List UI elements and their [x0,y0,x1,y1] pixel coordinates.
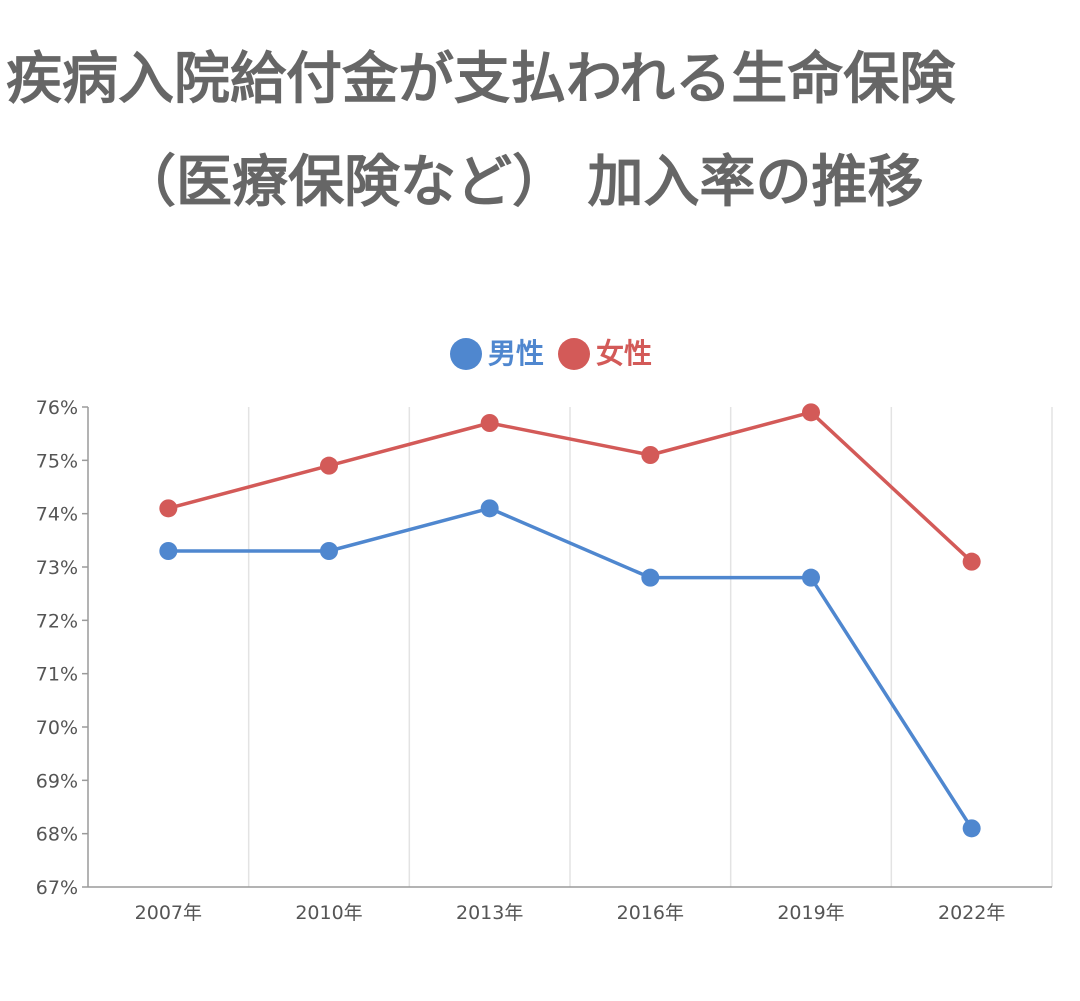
data-point-female [641,446,660,464]
legend-label-female: 女性 [596,337,653,370]
data-point-male [802,568,820,587]
x-tick-label: 2010年 [295,902,362,924]
legend-marker-male [450,338,482,370]
chart-title-line1: 疾病入院給付金が支払われる生命保険 [6,47,956,112]
data-point-female [159,499,178,518]
series-line-female [167,410,973,563]
x-tick-label: 2007年 [135,902,202,924]
y-tick-label: 71% [36,664,78,686]
legend-marker-female [558,338,591,370]
y-tick-label: 69% [36,770,78,792]
legend: 男性 女性 [450,338,652,370]
y-tick-label: 74% [36,504,78,526]
data-point-male [641,568,660,587]
y-tick-label: 72% [36,610,78,632]
y-tick-label: 68% [36,824,78,846]
data-point-male [962,819,981,838]
chart-title-line2: （医療保険など） 加入率の推移 [120,150,924,215]
x-tick-label: 2013年 [456,902,523,924]
data-point-male [320,542,338,560]
data-point-female [320,456,338,475]
y-tick-label: 75% [36,450,78,472]
data-point-female [962,552,981,571]
legend-item-male: 男性 [450,338,544,370]
x-tick-label: 2022年 [938,902,1005,924]
legend-item-female: 女性 [558,338,652,370]
x-tick-label: 2019年 [777,902,844,924]
y-tick-label: 76% [36,397,78,419]
y-tick-label: 67% [36,877,78,899]
x-tick-label: 2016年 [617,902,684,924]
series-line-male [168,506,974,830]
data-point-female [480,414,499,432]
y-tick-label: 70% [36,717,78,739]
data-point-female [802,403,820,422]
data-point-male [159,542,178,560]
data-point-male [480,499,499,518]
y-tick-label: 73% [36,557,78,579]
legend-label-male: 男性 [488,337,545,370]
